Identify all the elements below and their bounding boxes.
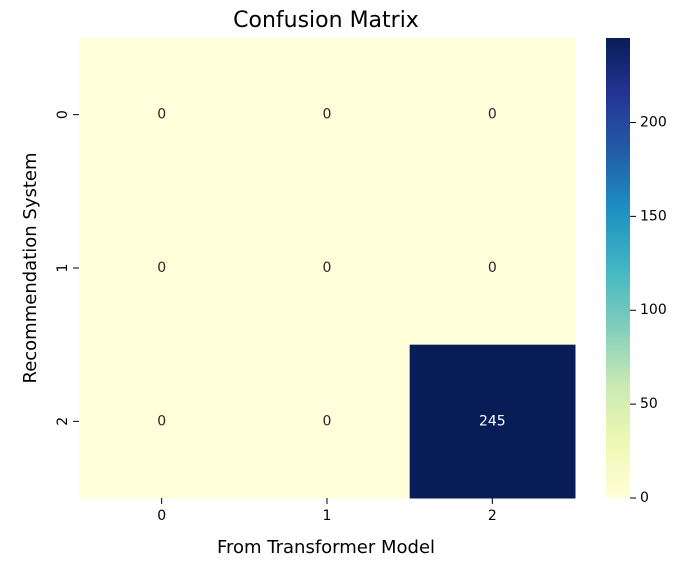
- colorbar-ticks: 0 50 100 150 200: [630, 114, 667, 506]
- cell-value-label: 0: [157, 260, 166, 276]
- cell-value-label: 0: [323, 260, 332, 276]
- colorbar-tick-label: 100: [640, 302, 667, 318]
- heatmap-cell: [244, 344, 411, 499]
- cell-value-label: 0: [157, 413, 166, 429]
- heatmap-cell: [79, 38, 245, 192]
- chart-title: Confusion Matrix: [233, 8, 419, 33]
- heatmap-cell: [409, 38, 576, 192]
- cell-value-label: 0: [488, 260, 497, 276]
- colorbar-tick-label: 200: [640, 114, 667, 130]
- y-tick-label: 2: [55, 417, 71, 426]
- x-tick-label: 1: [323, 508, 332, 524]
- y-tick-label: 0: [55, 110, 71, 119]
- x-tick-label: 2: [488, 508, 497, 524]
- heatmap-cell: [244, 191, 411, 346]
- y-axis-ticks: 0 1 2: [55, 110, 79, 426]
- cell-value-label: 0: [323, 107, 332, 123]
- heatmap-cell: [244, 38, 411, 192]
- cell-value-label: 0: [488, 107, 497, 123]
- x-axis-label: From Transformer Model: [217, 537, 435, 558]
- cell-value-label: 0: [157, 107, 166, 123]
- heatmap-cell: [409, 344, 576, 499]
- x-tick-label: 0: [157, 508, 166, 524]
- cell-value-label: 245: [479, 413, 506, 429]
- heatmap-cells: 0 0 0 0 0 0 0 0 245: [79, 38, 576, 499]
- heatmap-cell: [79, 191, 245, 346]
- heatmap-cell: [409, 191, 576, 346]
- colorbar: [606, 38, 630, 498]
- cell-value-label: 0: [323, 413, 332, 429]
- x-axis-ticks: 0 1 2: [157, 498, 497, 524]
- colorbar-tick-label: 150: [640, 208, 667, 224]
- y-tick-label: 1: [55, 264, 71, 273]
- y-axis-label: Recommendation System: [20, 152, 41, 383]
- colorbar-tick-label: 0: [640, 490, 649, 506]
- colorbar-tick-label: 50: [640, 396, 658, 412]
- heatmap-cell: [79, 344, 245, 499]
